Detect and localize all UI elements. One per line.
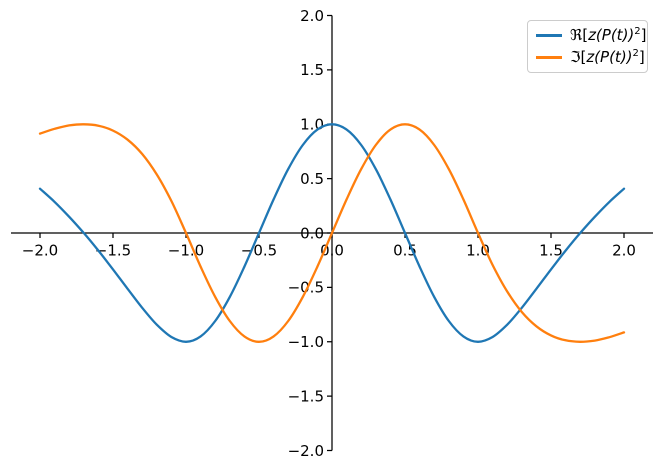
y-tick-label: 0.5 <box>300 170 324 188</box>
x-tick-label: −1.0 <box>168 242 204 260</box>
y-tick-label: −1.0 <box>288 333 324 351</box>
x-tick-label: 2.0 <box>612 242 636 260</box>
y-tick-label: 2.0 <box>300 7 324 25</box>
y-tick-label: 1.0 <box>300 116 324 134</box>
x-tick-label: −1.5 <box>95 242 131 260</box>
legend-item-imag: ℑ[z(P(t))2] <box>536 47 645 69</box>
series-line-real <box>38 123 626 343</box>
x-tick-label: −2.0 <box>22 242 58 260</box>
legend-line-swatch-imag <box>536 56 562 59</box>
legend-label-imag: ℑ[z(P(t))2] <box>570 48 645 66</box>
y-tick-label: 0.0 <box>300 224 324 242</box>
legend-item-real: ℜ[z(P(t))2] <box>536 25 647 47</box>
series-line-imag <box>38 123 626 343</box>
y-tick-label: −2.0 <box>288 442 324 460</box>
x-tick-label: −0.5 <box>241 242 277 260</box>
y-tick-label: −0.5 <box>288 279 324 297</box>
y-tick-label: 1.5 <box>300 61 324 79</box>
legend: ℜ[z(P(t))2] ℑ[z(P(t))2] <box>527 20 648 73</box>
y-tick-label: −1.5 <box>288 387 324 405</box>
legend-line-swatch-real <box>536 34 562 37</box>
legend-label-real: ℜ[z(P(t))2] <box>570 26 647 44</box>
x-tick-label: 1.5 <box>539 242 563 260</box>
